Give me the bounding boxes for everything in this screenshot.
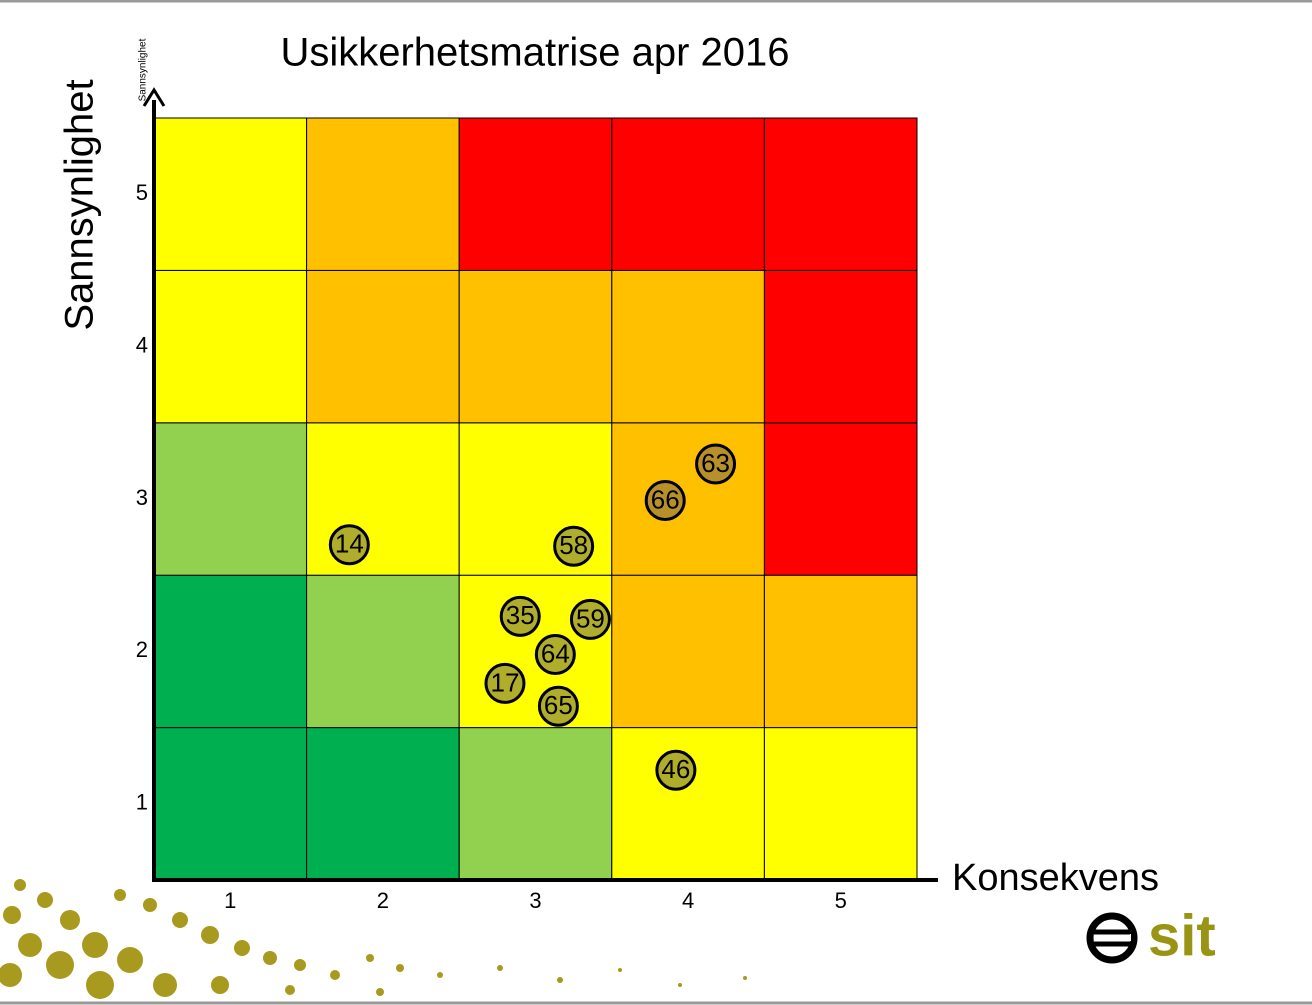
x-tick-label: 2	[377, 888, 389, 913]
risk-id: 14	[335, 529, 364, 559]
risk-cell	[459, 270, 612, 422]
logo-text: sit	[1148, 903, 1216, 968]
risk-cell	[612, 575, 765, 727]
matrix	[154, 118, 917, 880]
y-tick-label: 2	[136, 637, 148, 662]
x-axis-label: Konsekvens	[952, 857, 1159, 899]
risk-cell	[764, 118, 917, 270]
risk-cell	[612, 118, 765, 270]
x-tick-label: 1	[224, 888, 236, 913]
y-tick-label: 4	[136, 332, 148, 357]
risk-cell	[764, 423, 917, 575]
risk-id: 58	[559, 530, 588, 560]
y-tick-label: 1	[136, 790, 148, 815]
risk-cell	[764, 728, 917, 880]
risk-cell	[307, 423, 460, 575]
risk-id: 63	[701, 448, 730, 478]
risk-cell	[764, 575, 917, 727]
risk-cell	[154, 728, 307, 880]
risk-cell	[459, 728, 612, 880]
risk-id: 35	[506, 600, 535, 630]
risk-cell	[307, 575, 460, 727]
y-axis-label: Sannsynlighet	[58, 79, 102, 330]
risk-cell	[459, 118, 612, 270]
risk-cell	[154, 118, 307, 270]
risk-id: 65	[544, 690, 573, 720]
risk-cell	[764, 270, 917, 422]
risk-cell	[154, 423, 307, 575]
y-tick-label: 5	[136, 180, 148, 205]
risk-cell	[307, 270, 460, 422]
decoration	[0, 879, 747, 999]
x-tick-label: 5	[835, 888, 847, 913]
risk-cell	[154, 575, 307, 727]
risk-cell	[612, 270, 765, 422]
y-axis-small-label: Sannsynlighet	[138, 38, 149, 101]
risk-cell	[612, 728, 765, 880]
risk-id: 64	[541, 638, 570, 668]
risk-cell	[307, 118, 460, 270]
risk-id: 17	[491, 667, 520, 697]
x-tick-label: 4	[682, 888, 694, 913]
risk-cell	[612, 423, 765, 575]
risk-id: 66	[651, 484, 680, 514]
y-tick-label: 3	[136, 485, 148, 510]
logo: sit	[1090, 903, 1216, 968]
risk-id: 59	[576, 603, 605, 633]
x-tick-label: 3	[529, 888, 541, 913]
risk-id: 46	[661, 754, 690, 784]
chart-title: Usikkerhetsmatrise apr 2016	[280, 31, 789, 75]
risk-cell	[154, 270, 307, 422]
risk-cell	[307, 728, 460, 880]
